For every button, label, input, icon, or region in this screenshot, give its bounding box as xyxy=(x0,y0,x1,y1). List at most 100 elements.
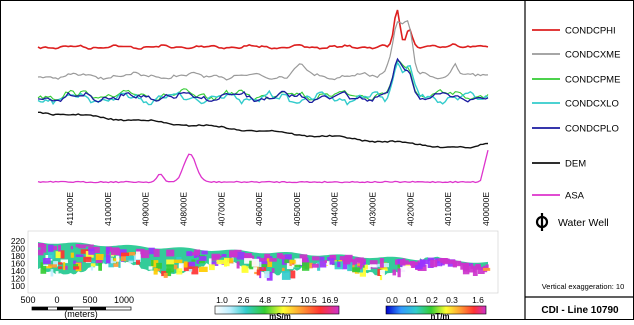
section-cell xyxy=(193,249,201,254)
section-cell xyxy=(344,255,351,265)
x-tick-label: 402000E xyxy=(405,192,415,226)
scale-unit: (meters) xyxy=(64,309,98,319)
section-cell xyxy=(477,266,485,274)
section-cell xyxy=(236,261,240,269)
section-cell xyxy=(402,258,406,267)
section-cell xyxy=(186,251,193,257)
section-cell xyxy=(452,260,462,267)
section-cell xyxy=(483,267,491,271)
section-cell xyxy=(332,255,335,259)
chart-title: CDI - Line 10790 xyxy=(541,305,619,316)
section-cell xyxy=(166,268,172,277)
section-y-tick: 140 xyxy=(11,266,25,276)
section-cell xyxy=(362,261,366,268)
section-cell xyxy=(183,262,192,272)
section-cell xyxy=(259,257,267,262)
profile-lines xyxy=(37,9,489,184)
section-cell xyxy=(211,261,219,266)
vertical-exaggeration-note: Vertical exaggeration: 10 xyxy=(542,282,625,291)
section-cell xyxy=(402,265,412,270)
section-cell xyxy=(75,244,81,248)
section-cell xyxy=(294,258,302,265)
series-line-condcpme xyxy=(37,60,489,102)
section-cell xyxy=(153,268,158,275)
series-line-condcphi xyxy=(37,9,489,50)
section-cell xyxy=(173,259,183,263)
section-cell xyxy=(249,260,254,270)
x-tick-labels: 411000E 410000E 409000E 408000E 407000E 40600… xyxy=(65,192,491,226)
section-cell xyxy=(45,266,52,269)
section-cell xyxy=(244,258,253,264)
section-cell xyxy=(80,249,90,254)
section-cell xyxy=(211,253,221,259)
water-well-icon xyxy=(535,213,549,231)
section-cell xyxy=(256,269,261,276)
legend: CONDCPHI CONDCXME CONDCPME CONDCXLO CONDCPLO… xyxy=(532,26,620,231)
section-cell xyxy=(259,270,262,279)
magnetic-tick: 0.1 xyxy=(406,295,418,305)
section-cell xyxy=(470,264,474,269)
section-cell xyxy=(136,248,145,258)
section-cell xyxy=(105,254,111,264)
section-cell xyxy=(48,251,55,260)
section-cell xyxy=(271,268,275,273)
section-cell xyxy=(281,267,285,272)
section-cell xyxy=(198,256,207,261)
section-cell xyxy=(93,246,100,253)
section-cell xyxy=(53,245,57,251)
conductivity-tick: 10.5 xyxy=(300,295,317,305)
section-cell xyxy=(188,269,193,272)
scale-labels: 500 0 500 1000 xyxy=(20,295,134,305)
scale-label: 500 xyxy=(82,295,97,305)
scale-label: 500 xyxy=(20,295,35,305)
section-cell xyxy=(435,258,440,264)
section-cell xyxy=(447,260,457,264)
section-cell xyxy=(176,256,182,261)
section-cell xyxy=(105,247,110,254)
section-cell xyxy=(289,270,296,279)
magnetic-colorbar xyxy=(385,305,487,315)
magnetic-colorbar-ticks: 0.0 0.1 0.2 0.3 1.6 xyxy=(386,295,484,305)
conductivity-tick: 16.9 xyxy=(322,295,339,305)
section-cell xyxy=(118,260,121,268)
section-cell xyxy=(216,259,225,265)
section-cell xyxy=(148,247,155,255)
section-cell xyxy=(75,254,84,257)
section-y-tick: 220 xyxy=(11,236,25,246)
section-cell xyxy=(430,259,438,268)
section-cell xyxy=(264,253,271,261)
section-cell xyxy=(151,260,154,267)
x-tick-label: 400000E xyxy=(481,192,491,226)
x-tick-label: 411000E xyxy=(65,192,75,226)
section-cell xyxy=(276,253,283,259)
series-line-asa xyxy=(37,149,489,184)
section-cell xyxy=(269,258,277,262)
section-cell xyxy=(405,261,414,265)
section-cell xyxy=(224,258,227,267)
section-cell xyxy=(90,263,96,267)
section-cell xyxy=(244,254,253,261)
section-cell xyxy=(50,269,54,277)
magnetic-tick: 0.3 xyxy=(446,295,458,305)
section-cell xyxy=(382,268,388,271)
section-cell xyxy=(78,244,86,249)
section-y-tick: 200 xyxy=(11,244,25,254)
conductivity-tick: 1.0 xyxy=(216,295,228,305)
section-cell xyxy=(251,267,258,272)
section-cell xyxy=(264,271,270,278)
section-cell xyxy=(259,264,268,268)
section-cell xyxy=(188,261,196,267)
section-cell xyxy=(337,261,341,268)
section-cell xyxy=(357,264,364,268)
x-tick-label: 408000E xyxy=(178,192,188,226)
section-cell xyxy=(229,251,238,257)
section-cell xyxy=(48,264,57,268)
section-cell xyxy=(347,262,353,272)
section-cell xyxy=(236,251,245,260)
section-cell xyxy=(40,265,47,274)
section-cell xyxy=(395,259,400,265)
section-cell xyxy=(126,256,135,261)
section-cell xyxy=(73,260,77,263)
section-cell xyxy=(73,266,80,270)
section-cell xyxy=(485,264,489,269)
